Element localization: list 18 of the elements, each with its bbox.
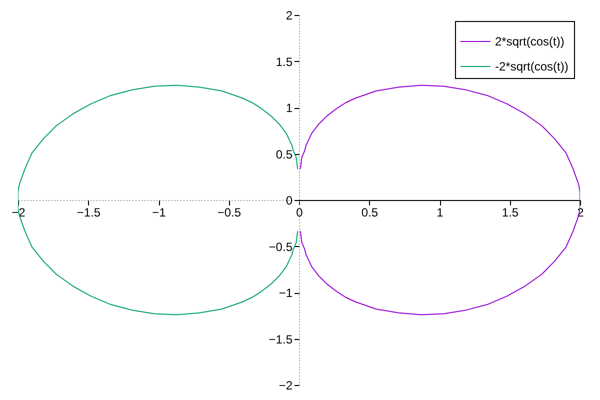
x-tick-label: −1.5 [76, 206, 101, 220]
y-tick-label: −1.5 [268, 332, 293, 346]
x-tick-label: 0.5 [361, 206, 378, 220]
legend-label: 2*sqrt(cos(t)) [495, 34, 564, 48]
y-tick-label: 0 [286, 194, 293, 208]
y-tick-label: 1 [286, 101, 293, 115]
x-tick-label: −0.5 [217, 206, 242, 220]
y-tick-label: 0.5 [276, 147, 293, 162]
legend-label: -2*sqrt(cos(t)) [495, 60, 568, 74]
x-tick-label: 0 [296, 206, 304, 220]
x-tick-label: −1 [152, 206, 166, 220]
y-tick-label: 1.5 [276, 54, 293, 69]
y-tick-label: −0.5 [268, 240, 293, 254]
y-tick-label: −1 [278, 286, 293, 300]
x-tick-label: 1 [436, 206, 444, 220]
y-tick-label: −2 [278, 378, 293, 392]
x-tick-label: 1.5 [502, 206, 519, 220]
y-tick-label: 2 [286, 8, 293, 22]
